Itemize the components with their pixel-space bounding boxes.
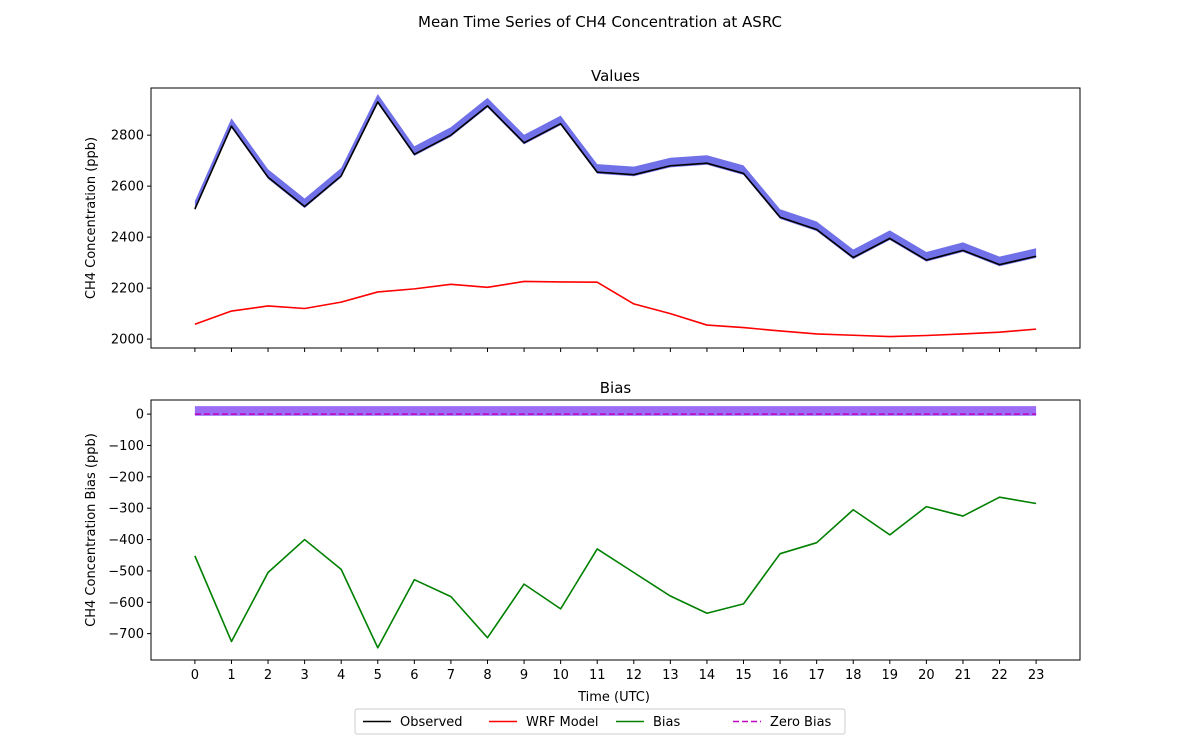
x-tick-label: 18 [845, 668, 862, 683]
y-tick-label: −600 [108, 596, 144, 611]
x-axis-label: Time (UTC) [577, 690, 650, 705]
y-tick-label: −700 [108, 627, 144, 642]
legend-box [354, 708, 846, 735]
values-axes-frame [150, 87, 1081, 349]
legend-label-bias: Bias [653, 715, 680, 730]
wrf-model-line [194, 280, 1037, 338]
x-tick-label: 13 [662, 668, 679, 683]
y-tick-label: −400 [108, 533, 144, 548]
x-tick-label: 17 [808, 668, 825, 683]
x-tick-label: 12 [626, 668, 643, 683]
values-panel: Values CH4 Concentration (ppb) 2000 2200 240… [84, 67, 1081, 352]
bias-panel: Bias CH4 Concentration Bias (ppb) 0 −100 −20… [84, 379, 1081, 683]
y-tick-label: 2400 [111, 231, 144, 246]
x-tick-label: 5 [374, 668, 382, 683]
y-tick-label: 0 [136, 408, 144, 423]
x-tick-label: 6 [410, 668, 418, 683]
x-tick-label: 0 [191, 668, 199, 683]
observed-line [194, 101, 1037, 266]
x-tick-label: 22 [991, 668, 1008, 683]
values-title: Values [591, 67, 640, 85]
y-tick-label: −100 [108, 439, 144, 454]
x-tick-label: 9 [520, 668, 528, 683]
x-tick-label: 14 [699, 668, 716, 683]
x-tick-label: 23 [1028, 668, 1045, 683]
legend: Observed WRF Model Bias Zero Bias [354, 708, 846, 735]
y-tick-label: 2200 [111, 282, 144, 297]
x-tick-label: 15 [735, 668, 752, 683]
x-tick-label: 16 [772, 668, 789, 683]
x-tick-label: 7 [447, 668, 455, 683]
bias-title: Bias [600, 379, 632, 397]
x-tick-label: 10 [552, 668, 569, 683]
observed-band [194, 94, 1037, 267]
figure-title: Mean Time Series of CH4 Concentration at… [418, 13, 782, 31]
x-tick-label: 8 [483, 668, 491, 683]
y-tick-label: −200 [108, 470, 144, 485]
bias-line [194, 496, 1037, 649]
x-tick-label: 11 [589, 668, 606, 683]
values-y-axis-label: CH4 Concentration (ppb) [84, 137, 99, 299]
x-tick-label: 4 [337, 668, 345, 683]
y-tick-label: 2600 [111, 180, 144, 195]
x-tick-label: 1 [227, 668, 235, 683]
legend-label-observed: Observed [400, 715, 463, 730]
legend-label-zero-bias: Zero Bias [770, 715, 832, 730]
x-tick-label: 21 [955, 668, 972, 683]
x-tick-label: 19 [882, 668, 899, 683]
legend-label-wrf-model: WRF Model [526, 715, 599, 730]
x-tick-label: 3 [300, 668, 308, 683]
bias-axes-frame [150, 399, 1081, 661]
y-tick-label: −500 [108, 564, 144, 579]
x-tick-label: 20 [918, 668, 935, 683]
x-tick-label: 2 [264, 668, 272, 683]
y-tick-label: 2000 [111, 333, 144, 348]
bias-y-axis-label: CH4 Concentration Bias (ppb) [84, 433, 99, 627]
y-tick-label: 2800 [111, 129, 144, 144]
y-tick-label: −300 [108, 502, 144, 517]
zero-bias-band [194, 406, 1037, 416]
